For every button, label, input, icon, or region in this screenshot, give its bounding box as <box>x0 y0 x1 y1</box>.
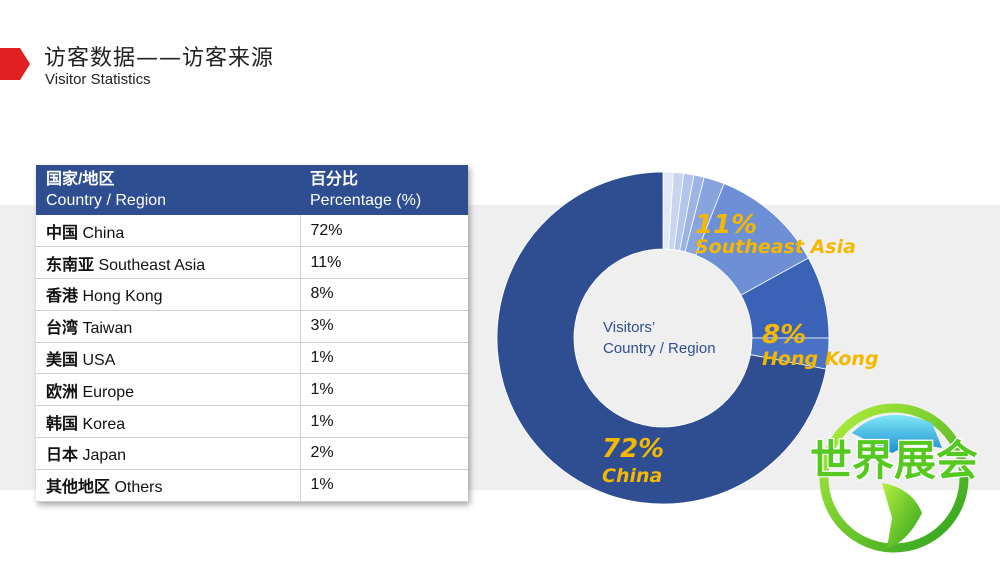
table-row: 香港 Hong Kong 8% <box>36 278 468 311</box>
logo-text: 世界展会 <box>810 436 978 485</box>
country-en: China <box>78 224 125 242</box>
header-country: 国家/地区 Country / Region <box>36 165 300 215</box>
country-en: Europe <box>78 383 135 401</box>
table-row: 中国 China 72% <box>36 215 468 248</box>
header-country-en: Country / Region <box>46 192 167 209</box>
globe-land-top <box>852 415 942 453</box>
cell-percentage: 72% <box>300 215 468 248</box>
header-country-cn: 国家/地区 <box>46 171 115 188</box>
table-header-row: 国家/地区 Country / Region 百分比 Percentage (%… <box>36 165 468 215</box>
cell-percentage: 1% <box>300 469 468 502</box>
header-percentage: 百分比 Percentage (%) <box>300 165 468 215</box>
country-cn: 台湾 <box>46 318 79 338</box>
world-expo-logo: 世界展会 <box>809 403 979 553</box>
cell-country: 东南亚 Southeast Asia <box>36 246 301 280</box>
center-label-line1: Visitors’ <box>603 319 655 336</box>
page-title: 访客数据——访客来源 <box>44 46 275 71</box>
table-row: 韩国 Korea 1% <box>36 405 468 439</box>
cell-percentage: 8% <box>300 278 468 311</box>
table-row: 台湾 Taiwan 3% <box>36 310 468 343</box>
visitor-donut-chart: Visitors’ Country / Region 72%China 11%Sout… <box>496 171 879 505</box>
data-label-name-hong-kong: Hong Kong <box>762 348 879 370</box>
cell-country: 韩国 Korea <box>36 405 301 439</box>
table-body: 中国 China 72% 东南亚 Southeast Asia 11% 香港 Hong … <box>36 215 468 502</box>
slice-china <box>496 171 827 505</box>
center-label-line2: Country / Region <box>603 340 716 357</box>
country-en: USA <box>78 352 116 370</box>
cell-country: 台湾 Taiwan <box>36 310 301 343</box>
red-arrow-marker <box>0 48 30 80</box>
table-row: 日本 Japan 2% <box>36 437 468 470</box>
country-cn: 美国 <box>46 350 79 370</box>
cell-percentage: 3% <box>300 310 468 343</box>
country-en: Hong Kong <box>78 288 163 306</box>
cell-percentage: 11% <box>300 246 468 280</box>
table-row: 东南亚 Southeast Asia 11% <box>36 246 468 280</box>
cell-country: 香港 Hong Kong <box>36 278 301 311</box>
country-cn: 日本 <box>46 445 79 465</box>
table-row: 欧洲 Europe 1% <box>36 373 468 407</box>
country-en: Korea <box>78 415 126 433</box>
data-label-name-southeast-asia: Southeast Asia <box>695 236 856 258</box>
cell-percentage: 2% <box>300 437 468 470</box>
header-percentage-en: Percentage (%) <box>310 192 422 209</box>
page-subtitle: Visitor Statistics <box>45 71 151 88</box>
cell-percentage: 1% <box>300 373 468 407</box>
country-cn: 中国 <box>46 222 79 242</box>
country-cn: 香港 <box>46 286 79 306</box>
data-label-pct-hong-kong: 8% <box>762 320 806 350</box>
table-row: 美国 USA 1% <box>36 342 468 375</box>
cell-country: 美国 USA <box>36 342 301 375</box>
data-label-name-china: China <box>602 465 662 487</box>
country-cn: 欧洲 <box>46 381 79 401</box>
visitor-table: 国家/地区 Country / Region 百分比 Percentage (%… <box>36 165 468 502</box>
country-cn: 东南亚 <box>46 254 95 274</box>
data-label-pct-southeast-asia: 11% <box>695 210 757 240</box>
cell-country: 中国 China <box>36 215 301 248</box>
data-label-pct-china: 72% <box>602 434 664 464</box>
country-cn: 其他地区 <box>46 477 111 497</box>
cell-country: 日本 Japan <box>36 437 301 470</box>
country-en: Southeast Asia <box>94 256 206 274</box>
country-en: Others <box>110 479 163 497</box>
country-en: Japan <box>78 447 127 465</box>
header-percentage-cn: 百分比 <box>310 171 359 188</box>
globe-ring <box>819 403 969 553</box>
cell-percentage: 1% <box>300 342 468 375</box>
globe-land-bottom <box>882 483 922 548</box>
cell-percentage: 1% <box>300 405 468 439</box>
country-cn: 韩国 <box>46 413 79 433</box>
table-row: 其他地区 Others 1% <box>36 469 468 502</box>
country-en: Taiwan <box>78 320 133 338</box>
cell-country: 欧洲 Europe <box>36 373 301 407</box>
cell-country: 其他地区 Others <box>36 469 301 502</box>
